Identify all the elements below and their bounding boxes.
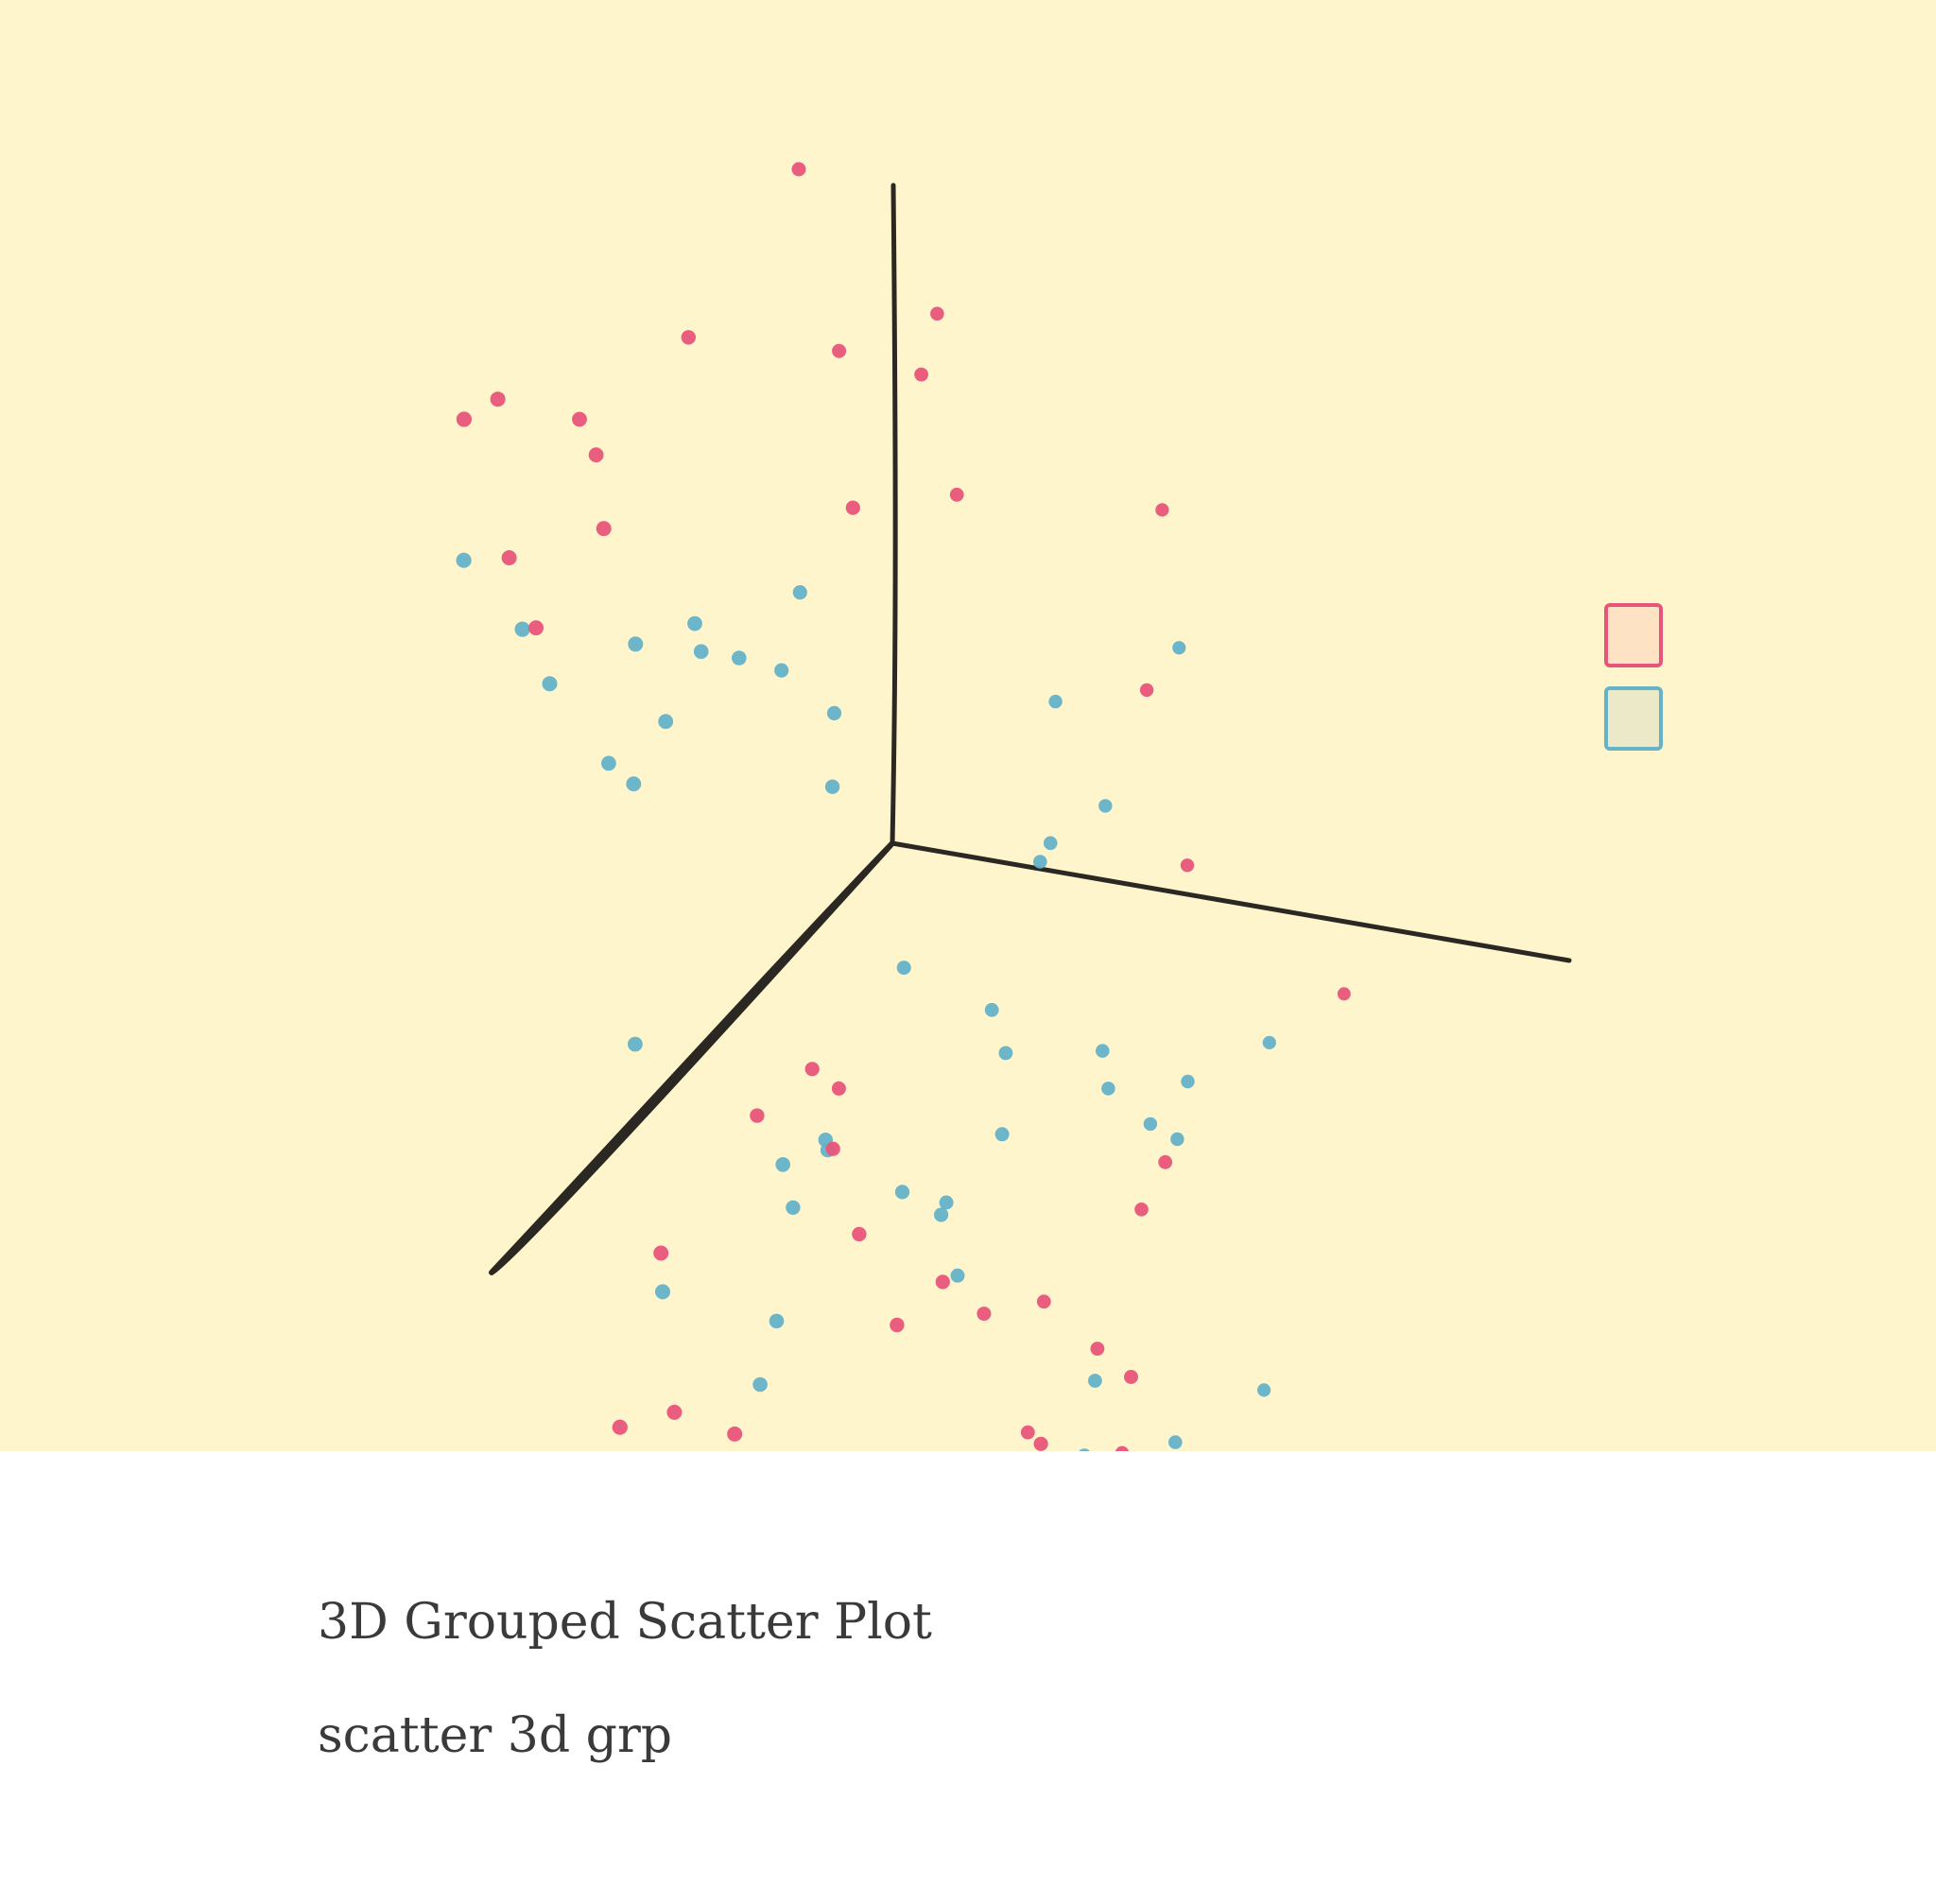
data-point-series-1-19 xyxy=(852,1226,867,1242)
data-point-series-1-10 xyxy=(825,1141,840,1156)
data-point-series-1-24 xyxy=(935,1274,950,1290)
x-axis-line xyxy=(890,840,1572,963)
data-point-series-2-45 xyxy=(1033,855,1047,869)
legend-swatch-series-1 xyxy=(1604,603,1663,667)
data-point-series-2-17 xyxy=(939,1195,954,1210)
data-point-series-1-40 xyxy=(1020,1425,1035,1440)
data-point-series-2-11 xyxy=(950,1268,965,1283)
data-point-series-2-3 xyxy=(1101,1082,1115,1096)
data-point-series-2-36 xyxy=(732,650,747,666)
data-point-series-2-18 xyxy=(998,1046,1013,1061)
data-point-series-1-28 xyxy=(596,521,612,537)
data-point-series-1-31 xyxy=(528,620,544,636)
data-point-series-1-12 xyxy=(1124,1370,1138,1384)
data-point-series-1-27 xyxy=(681,330,696,345)
data-point-series-1-21 xyxy=(1139,683,1154,698)
data-point-series-2-9 xyxy=(655,1284,670,1300)
data-point-series-1-30 xyxy=(588,447,604,463)
data-point-series-2-38 xyxy=(542,676,558,692)
data-point-series-2-13 xyxy=(752,1376,768,1393)
data-point-series-1-9 xyxy=(804,1062,820,1077)
data-point-series-2-8 xyxy=(1257,1383,1271,1397)
data-point-series-2-1 xyxy=(994,1127,1010,1142)
data-point-series-1-4 xyxy=(1115,1445,1130,1451)
z-axis-line xyxy=(890,182,898,846)
data-point-series-2-7 xyxy=(934,1207,949,1222)
data-point-series-1-20 xyxy=(1158,1154,1173,1169)
data-point-series-1-26 xyxy=(1134,1203,1149,1217)
data-point-series-1-41 xyxy=(791,162,806,177)
data-point-series-2-30 xyxy=(1172,641,1186,655)
legend-swatch-series-2 xyxy=(1604,686,1663,751)
data-point-series-1-18 xyxy=(666,1404,683,1420)
data-point-series-1-37 xyxy=(914,367,928,382)
axes xyxy=(489,182,1572,1275)
data-point-series-2-40 xyxy=(774,663,789,678)
data-point-series-1-25 xyxy=(501,550,517,565)
data-point-series-1-1 xyxy=(1090,1341,1105,1356)
data-point-series-2-31 xyxy=(1170,1132,1184,1147)
data-point-series-2-28 xyxy=(1098,799,1113,813)
data-point-series-2-6 xyxy=(1181,1074,1195,1089)
data-point-series-1-2 xyxy=(977,1307,992,1322)
data-points xyxy=(456,162,1351,1451)
data-point-series-2-37 xyxy=(601,755,616,771)
data-point-series-1-8 xyxy=(750,1108,765,1123)
data-point-series-1-35 xyxy=(930,306,944,321)
data-point-series-1-15 xyxy=(1033,1436,1048,1451)
data-point-series-1-38 xyxy=(832,343,847,358)
data-point-series-2-23 xyxy=(1168,1435,1183,1449)
data-point-series-1-17 xyxy=(727,1426,743,1442)
legend xyxy=(1604,603,1663,751)
data-point-series-2-4 xyxy=(786,1200,801,1216)
chart-title: 3D Grouped Scatter Plot xyxy=(318,1594,932,1651)
data-point-series-1-39 xyxy=(1180,858,1195,873)
data-point-series-2-16 xyxy=(628,1036,643,1052)
data-point-series-2-5 xyxy=(984,1002,999,1017)
data-point-series-1-14 xyxy=(890,1317,905,1333)
data-point-series-2-46 xyxy=(1048,694,1063,709)
data-point-series-1-32 xyxy=(572,411,587,427)
data-point-series-1-7 xyxy=(831,1081,846,1096)
data-point-series-2-14 xyxy=(1079,1448,1090,1451)
data-point-series-2-25 xyxy=(1088,1374,1102,1388)
data-point-series-1-11 xyxy=(1036,1294,1051,1309)
data-point-series-1-36 xyxy=(1155,503,1169,517)
data-point-series-2-44 xyxy=(456,552,472,568)
data-point-series-2-47 xyxy=(826,705,842,721)
scatter-3d-chart xyxy=(0,0,1936,1451)
plot-area xyxy=(0,0,1936,1451)
data-point-series-2-22 xyxy=(896,961,911,976)
data-point-series-1-34 xyxy=(845,500,860,515)
data-point-series-1-16 xyxy=(612,1419,628,1435)
data-point-series-2-41 xyxy=(514,621,530,637)
data-point-series-1-29 xyxy=(490,391,506,407)
data-point-series-2-33 xyxy=(792,585,807,600)
data-point-series-2-27 xyxy=(1143,1116,1158,1132)
data-point-series-2-21 xyxy=(769,1313,785,1329)
data-point-series-1-33 xyxy=(456,411,472,427)
data-point-series-2-15 xyxy=(775,1157,790,1172)
data-point-series-2-29 xyxy=(1262,1035,1276,1049)
data-point-series-1-13 xyxy=(653,1245,669,1261)
data-point-series-1-22 xyxy=(1337,987,1351,1001)
y-axis-line xyxy=(489,840,895,1275)
data-point-series-2-39 xyxy=(626,776,642,792)
data-point-series-2-43 xyxy=(628,636,644,652)
chart-subtitle: scatter 3d grp xyxy=(318,1707,673,1764)
data-point-series-2-35 xyxy=(687,615,702,632)
data-point-series-2-42 xyxy=(658,714,674,730)
data-point-series-2-32 xyxy=(824,779,840,794)
data-point-series-2-48 xyxy=(1043,836,1058,851)
data-point-series-2-34 xyxy=(693,644,709,659)
data-point-series-2-19 xyxy=(894,1185,910,1200)
data-point-series-1-23 xyxy=(949,487,964,502)
data-point-series-2-24 xyxy=(1096,1044,1110,1058)
